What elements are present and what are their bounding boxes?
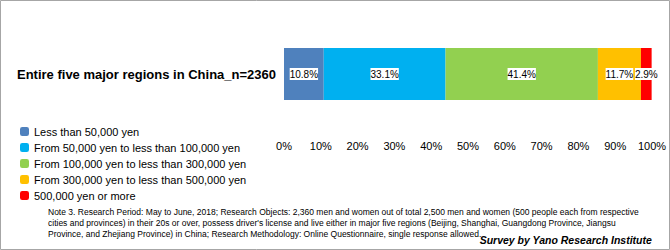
svg-text:Less than 50,000 yen: Less than 50,000 yen: [34, 126, 139, 138]
svg-text:70%: 70%: [531, 140, 553, 152]
svg-text:50%: 50%: [457, 140, 479, 152]
svg-text:cities and provinces) in their: cities and provinces) in their 20s or ov…: [48, 218, 618, 228]
svg-text:90%: 90%: [604, 140, 626, 152]
svg-text:Province, and Zhejiang Provinc: Province, and Zhejiang Province) in Chin…: [48, 229, 481, 239]
svg-text:Entire five major regions in C: Entire five major regions in China_n=236…: [17, 67, 276, 82]
svg-text:40%: 40%: [420, 140, 442, 152]
svg-text:41.4%: 41.4%: [508, 69, 536, 80]
svg-text:10.8%: 10.8%: [290, 69, 318, 80]
svg-text:10%: 10%: [310, 140, 332, 152]
svg-text:11.7%: 11.7%: [606, 69, 634, 80]
svg-text:33.1%: 33.1%: [370, 69, 398, 80]
svg-text:100%: 100%: [638, 140, 666, 152]
svg-text:Survey by Yano Research Instit: Survey by Yano Research Institute: [480, 234, 652, 246]
svg-text:From 50,000 yen to less than 1: From 50,000 yen to less than 100,000 yen: [34, 142, 240, 154]
svg-text:500,000 yen or more: 500,000 yen or more: [34, 190, 136, 202]
svg-text:30%: 30%: [383, 140, 405, 152]
svg-text:80%: 80%: [567, 140, 589, 152]
svg-text:2.9%: 2.9%: [635, 69, 658, 80]
svg-text:From 100,000 yen to less than: From 100,000 yen to less than 300,000 ye…: [34, 158, 246, 170]
svg-text:0%: 0%: [276, 140, 292, 152]
svg-text:Note 3. Research Period: May t: Note 3. Research Period: May to June, 20…: [48, 207, 641, 217]
svg-text:From 300,000 yen to less than: From 300,000 yen to less than 500,000 ye…: [34, 174, 246, 186]
svg-text:20%: 20%: [347, 140, 369, 152]
svg-text:60%: 60%: [494, 140, 516, 152]
